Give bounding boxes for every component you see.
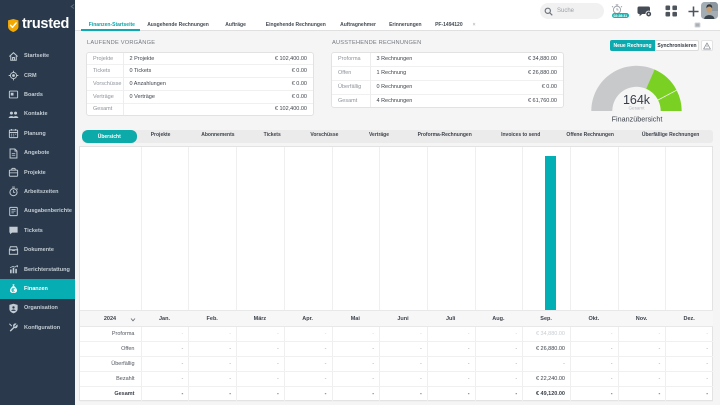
svg-text:164k: 164k (623, 93, 651, 107)
svg-text:Finanzübersicht: Finanzübersicht (612, 115, 663, 124)
svg-text:Gesamt: Gesamt (628, 106, 645, 111)
